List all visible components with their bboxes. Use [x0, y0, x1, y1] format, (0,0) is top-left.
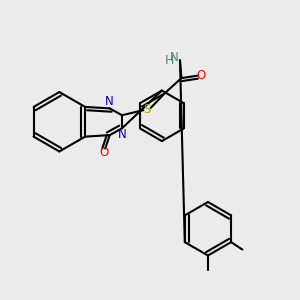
Text: O: O: [196, 69, 206, 82]
Text: N: N: [118, 128, 126, 141]
Text: H: H: [165, 54, 174, 67]
Text: N: N: [105, 95, 114, 108]
Text: N: N: [170, 51, 179, 64]
Text: O: O: [99, 146, 108, 160]
Text: S: S: [144, 103, 151, 116]
